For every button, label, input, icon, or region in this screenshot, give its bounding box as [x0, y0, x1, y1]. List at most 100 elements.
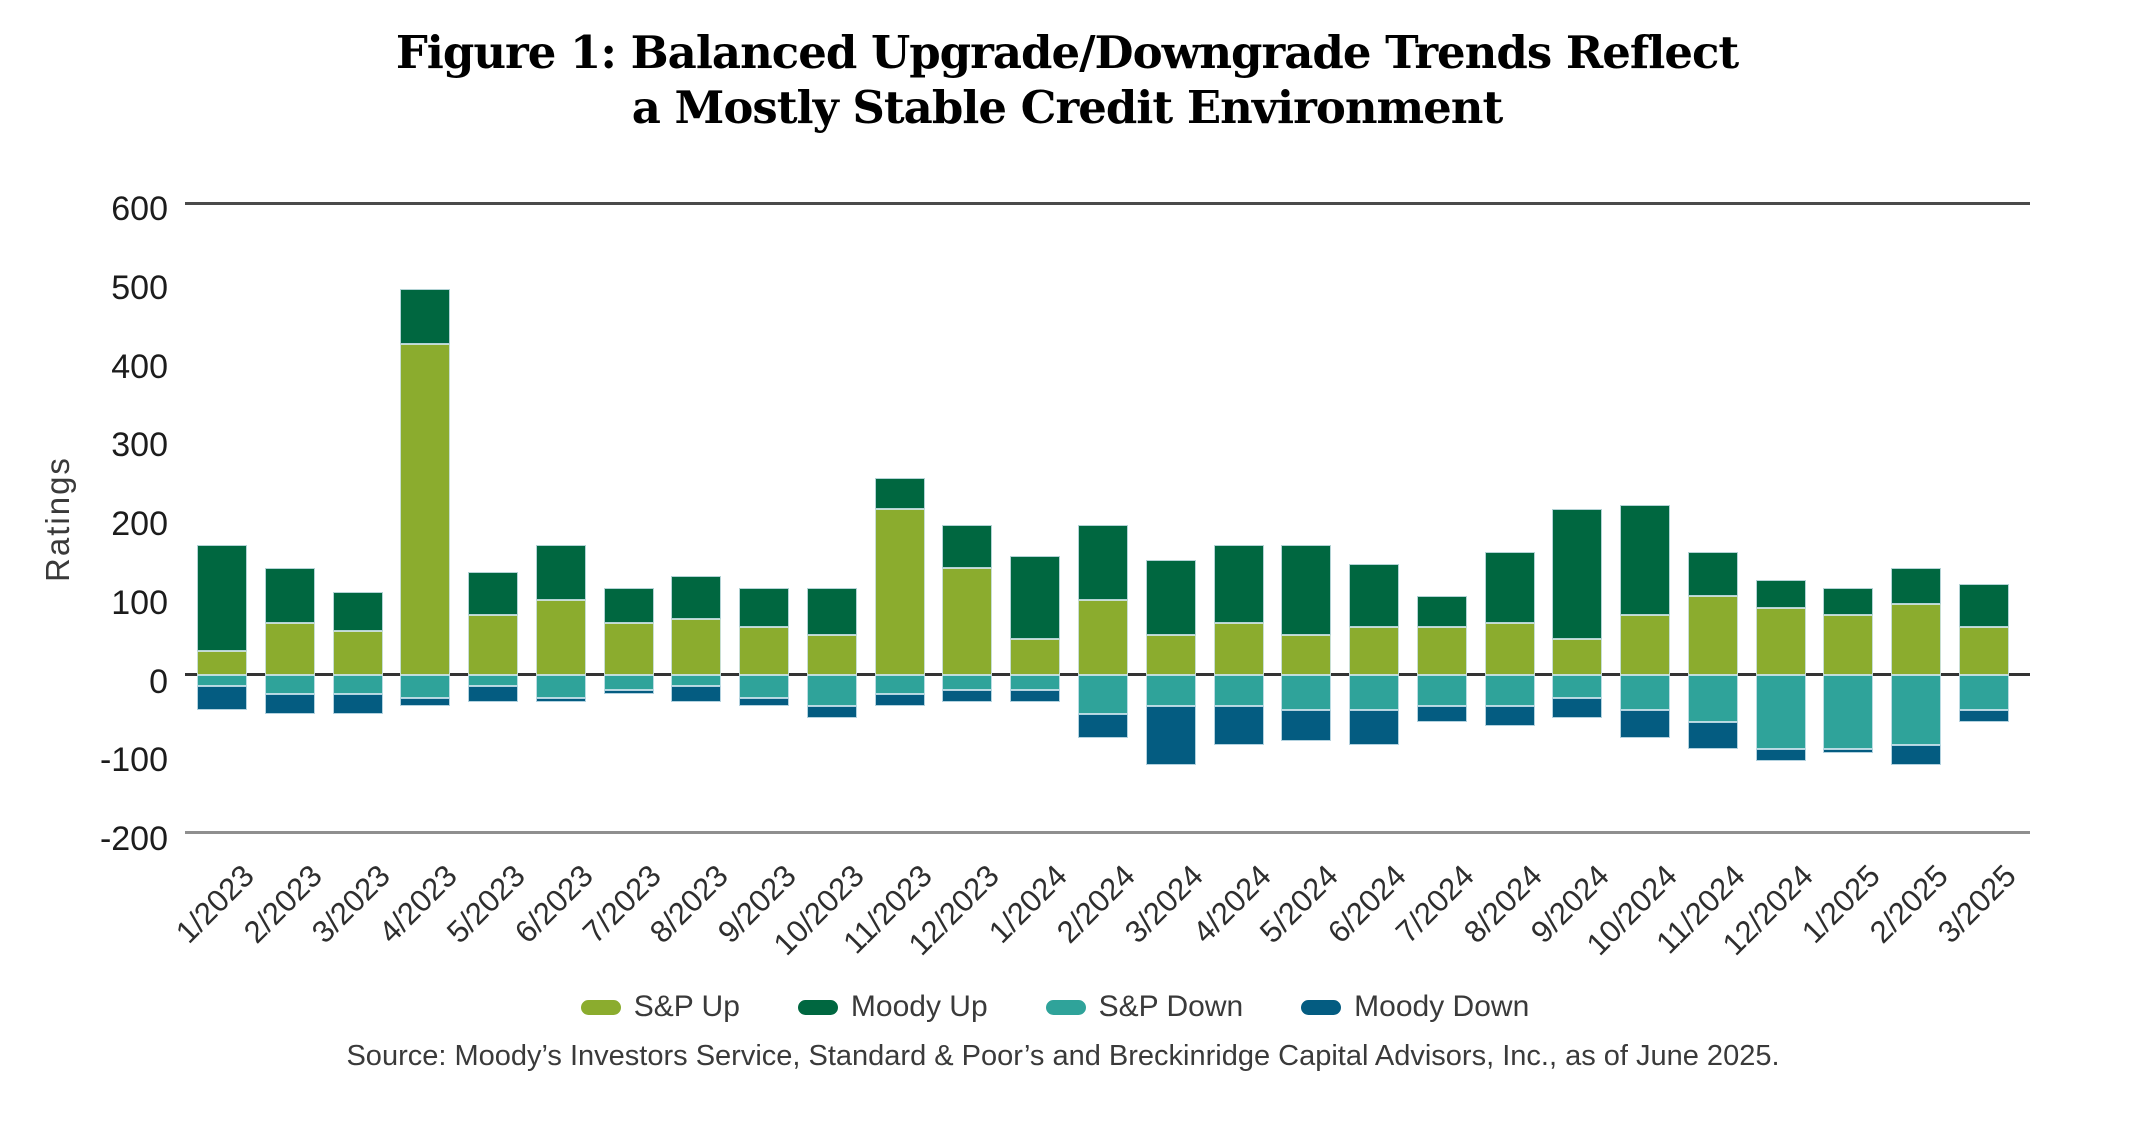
bar-segment-12-2024-moody-up	[1755, 580, 1806, 608]
bar-segment-1-2024-s-p-down	[1010, 674, 1061, 691]
bar-segment-3-2023-moody-up	[332, 591, 383, 632]
bar-segment-7-2024-moody-up	[1416, 595, 1467, 628]
bar-segment-10-2024-moody-down	[1620, 709, 1671, 738]
legend-item-moody-down: Moody Down	[1301, 990, 1529, 1024]
bar-segment-11-2024-s-p-down	[1687, 674, 1738, 722]
bar-segment-4-2023-s-p-down	[400, 674, 451, 699]
bar-segment-11-2023-s-p-down	[874, 674, 925, 695]
bar-segment-8-2024-moody-down	[1484, 706, 1535, 726]
bar-segment-8-2023-moody-up	[671, 576, 722, 620]
bar-segment-2-2025-s-p-down	[1891, 674, 1942, 746]
bar-segment-7-2023-s-p-down	[603, 674, 654, 691]
bar-segment-5-2024-s-p-down	[1281, 674, 1332, 710]
bar-segment-3-2023-s-p-up	[332, 631, 383, 675]
y-tick-300: 300	[111, 426, 168, 465]
bar-segment-6-2024-s-p-up	[1349, 627, 1400, 675]
bar-segment-1-2023-s-p-up	[197, 650, 247, 675]
bar-segment-11-2023-moody-up	[874, 477, 925, 510]
bar-segment-4-2024-moody-down	[1213, 706, 1264, 746]
chart-title: Figure 1: Balanced Upgrade/Downgrade Tre…	[0, 26, 2134, 136]
chart-title-line2: a Mostly Stable Credit Environment	[631, 80, 1504, 134]
bar-segment-2-2023-moody-down	[264, 694, 315, 714]
bar-segment-11-2024-moody-up	[1687, 552, 1738, 596]
chart-title-line1: Figure 1: Balanced Upgrade/Downgrade Tre…	[395, 26, 1739, 79]
bar-segment-2-2025-moody-down	[1891, 745, 1942, 766]
bar-segment-12-2023-moody-up	[942, 524, 993, 569]
bar-segment-3-2023-s-p-down	[332, 674, 383, 695]
bar-segment-7-2024-s-p-up	[1416, 627, 1467, 675]
bar-segment-12-2023-s-p-down	[942, 674, 993, 691]
y-tick-400: 400	[111, 347, 168, 386]
bar-segment-4-2023-moody-down	[400, 698, 451, 706]
bar-segment-4-2023-moody-up	[400, 288, 451, 344]
legend-label: S&P Down	[1098, 990, 1244, 1023]
bar-segment-3-2023-moody-down	[332, 694, 383, 714]
legend-swatch-icon	[1301, 999, 1342, 1015]
bar-segment-2-2024-s-p-down	[1078, 674, 1128, 714]
bar-segment-2-2025-moody-up	[1891, 568, 1942, 604]
bar-segment-9-2023-s-p-up	[739, 627, 790, 675]
bar-segment-12-2024-s-p-down	[1755, 674, 1806, 750]
legend-item-moody-up: Moody Up	[797, 990, 988, 1024]
y-tick-200: 200	[111, 505, 168, 543]
bar-segment-11-2024-s-p-up	[1687, 595, 1738, 675]
bar-segment-3-2024-s-p-down	[1145, 674, 1196, 706]
bar-segment-10-2023-moody-up	[806, 587, 857, 636]
bar-segment-8-2023-s-p-down	[671, 674, 722, 687]
source-note: Source: Moody’s Investors Service, Stand…	[346, 1040, 1780, 1072]
bar-segment-12-2024-s-p-up	[1755, 607, 1806, 675]
bar-segment-10-2024-s-p-up	[1620, 615, 1671, 675]
bar-segment-6-2023-moody-down	[535, 698, 586, 703]
legend-swatch-icon	[1045, 999, 1086, 1015]
y-tick-0: 0	[149, 662, 168, 701]
bar-segment-9-2024-moody-up	[1552, 509, 1603, 640]
gridline-minus-200	[185, 831, 2030, 834]
y-tick--100: -100	[99, 741, 168, 780]
bar-segment-3-2024-s-p-up	[1145, 635, 1196, 675]
legend-label: Moody Down	[1354, 990, 1530, 1023]
bar-segment-4-2023-s-p-up	[400, 343, 451, 675]
bar-segment-6-2023-s-p-down	[535, 674, 586, 699]
bar-segment-7-2024-s-p-down	[1416, 674, 1467, 706]
bar-segment-9-2023-moody-up	[739, 587, 790, 628]
bar-segment-7-2024-moody-down	[1416, 706, 1467, 722]
bar-segment-1-2023-moody-down	[197, 686, 247, 710]
bar-segment-1-2024-s-p-up	[1010, 639, 1061, 675]
bar-segment-5-2023-moody-up	[468, 572, 519, 616]
bar-segment-2-2023-s-p-down	[264, 674, 315, 695]
bar-segment-7-2023-moody-up	[603, 587, 654, 624]
bar-segment-9-2024-s-p-down	[1552, 674, 1603, 699]
bar-segment-2-2024-moody-up	[1078, 524, 1128, 600]
bar-segment-5-2024-moody-down	[1281, 709, 1332, 742]
bar-segment-1-2023-s-p-down	[197, 674, 247, 687]
y-tick-500: 500	[111, 268, 168, 307]
y-tick--200: -200	[99, 820, 168, 858]
bar-segment-4-2024-moody-up	[1213, 544, 1264, 624]
legend-swatch-icon	[797, 999, 838, 1015]
bar-segment-4-2024-s-p-up	[1213, 623, 1264, 675]
bar-segment-6-2023-s-p-up	[535, 599, 586, 675]
bar-segment-1-2024-moody-up	[1010, 556, 1061, 640]
bar-segment-4-2024-s-p-down	[1213, 674, 1264, 706]
bar-segment-2-2025-s-p-up	[1891, 603, 1942, 675]
bar-segment-3-2025-s-p-up	[1959, 627, 2010, 675]
bar-segment-2-2024-moody-down	[1078, 713, 1128, 738]
bar-segment-11-2024-moody-down	[1687, 721, 1738, 750]
bar-segment-11-2023-moody-down	[874, 694, 925, 706]
bar-segment-1-2023-moody-up	[197, 544, 247, 651]
y-tick-600: 600	[111, 190, 168, 228]
bar-segment-9-2023-s-p-down	[739, 674, 790, 699]
bar-segment-10-2023-moody-down	[806, 706, 857, 718]
bar-segment-10-2023-s-p-up	[806, 635, 857, 675]
bar-segment-2-2023-s-p-up	[264, 623, 315, 675]
bar-segment-5-2024-s-p-up	[1281, 635, 1332, 675]
bar-segment-7-2023-s-p-up	[603, 623, 654, 675]
bar-segment-8-2024-s-p-up	[1484, 623, 1535, 675]
bar-segment-7-2023-moody-down	[603, 690, 654, 695]
legend-item-s-p-up: S&P Up	[580, 990, 740, 1024]
bar-segment-1-2025-s-p-down	[1823, 674, 1874, 750]
bar-segment-1-2025-s-p-up	[1823, 615, 1874, 675]
bar-segment-3-2024-moody-up	[1145, 560, 1196, 636]
bar-segment-8-2024-s-p-down	[1484, 674, 1535, 706]
